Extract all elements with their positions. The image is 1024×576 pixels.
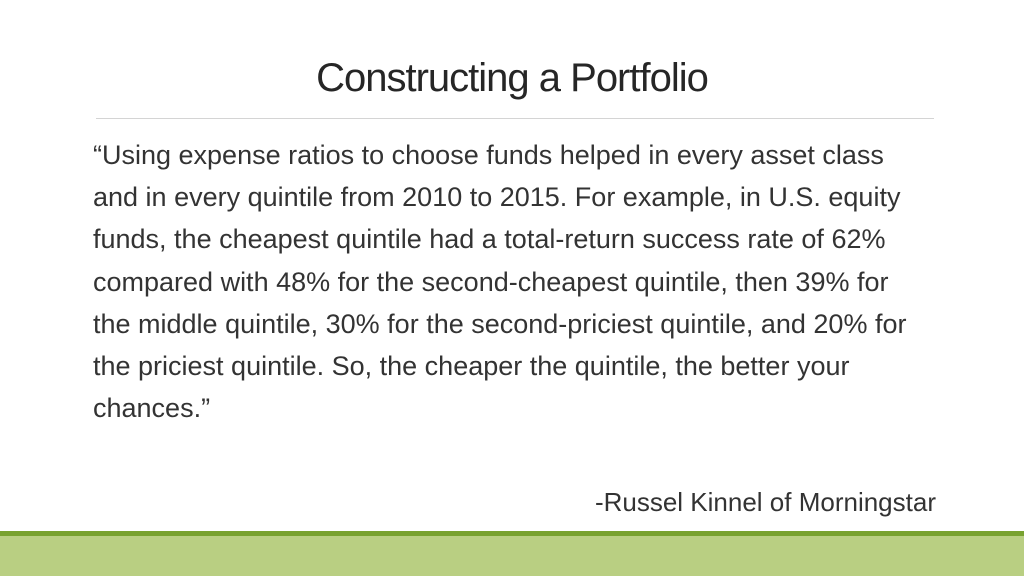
quote-attribution: -Russel Kinnel of Morningstar xyxy=(594,487,936,517)
footer-accent-line xyxy=(0,531,1024,536)
footer-band xyxy=(0,536,1024,576)
quote-text: “Using expense ratios to choose funds he… xyxy=(93,140,907,424)
title-divider xyxy=(96,118,934,119)
slide-title: Constructing a Portfolio xyxy=(316,56,709,100)
